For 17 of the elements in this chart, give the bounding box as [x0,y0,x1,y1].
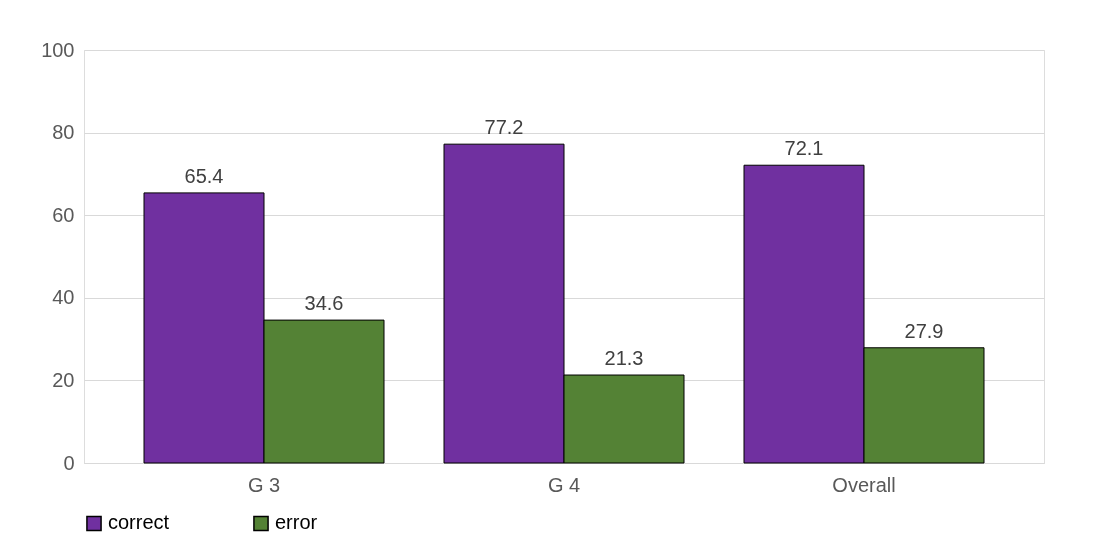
y-tick-label: 100 [41,38,75,61]
x-tick-label: Overall [832,473,896,496]
data-label: 27.9 [904,319,944,342]
y-tick-label: 20 [52,368,75,391]
data-label: 21.3 [604,347,644,370]
y-tick-label: 0 [63,451,75,474]
y-tick-label: 60 [52,203,75,226]
y-tick-label: 40 [52,286,75,309]
legend-label: correct [108,511,170,534]
data-label: 77.2 [484,116,524,139]
legend-label: error [275,511,318,534]
data-label: 72.1 [784,137,824,160]
x-tick-label: G 4 [547,473,581,496]
data-label: 65.4 [184,164,224,187]
y-tick-label: 80 [52,121,75,144]
data-label: 34.6 [304,292,344,315]
x-tick-label: G 3 [247,473,281,496]
